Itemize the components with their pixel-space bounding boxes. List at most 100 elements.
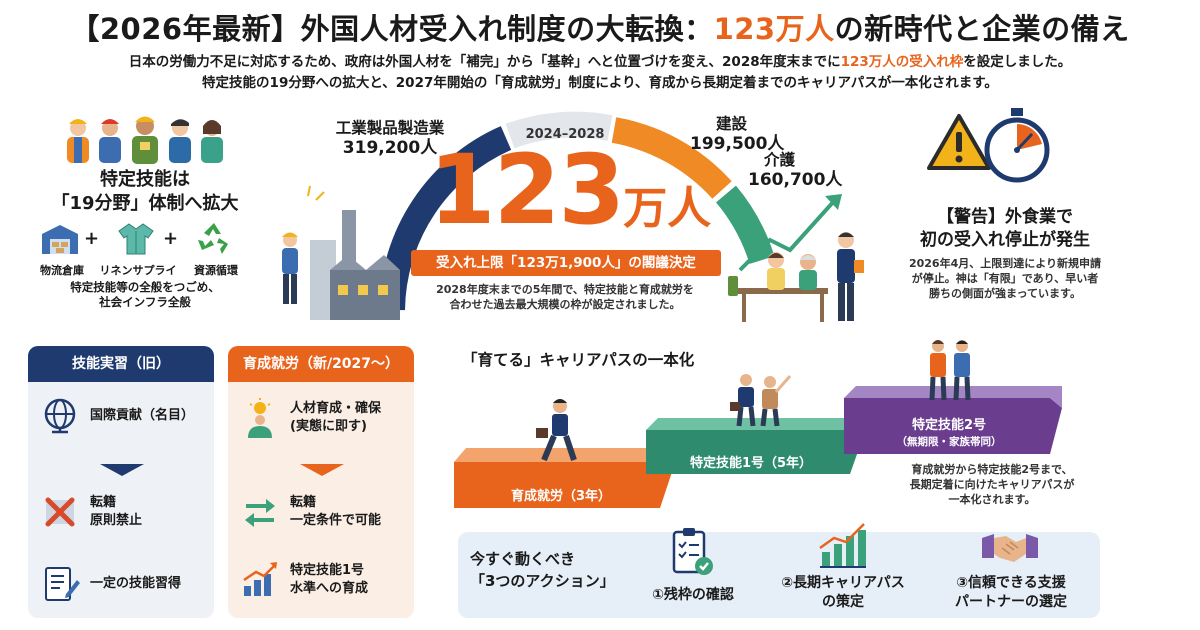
step-3-sub: （無期限・家族帯同） <box>896 436 1002 448</box>
page-title: 【2026年最新】外国人材受入れ制度の大転換：123万人の新時代と企業の備え <box>0 6 1200 48</box>
left-top-title: 特定技能は 「19分野」体制へ拡大 <box>20 168 270 216</box>
family-figures <box>929 340 971 401</box>
quota-note-line2: 合わせた過去最大規模の枠が設定されました。 <box>449 298 681 311</box>
step-2-label: 特定技能1号（5年） <box>689 456 813 471</box>
left-top-title-line1: 特定技能は <box>100 169 190 190</box>
new-item-1-label-line2: (実態に即す) <box>290 419 367 434</box>
new-item-3: 特定技能1号 水準への育成 <box>240 560 368 600</box>
intro-text: 日本の労働力不足に対応するため、政府は外国人材を「補完」から「基幹」へと位置づけ… <box>128 54 841 70</box>
new-item-3-label-line1: 特定技能1号 <box>290 563 365 578</box>
career-path-title: 「育てる」キャリアパスの一本化 <box>462 351 695 369</box>
intro-highlight: 123万人の受入れ枠 <box>840 54 964 70</box>
care-illustration <box>728 232 864 322</box>
foot-line2: 社会インフラ全般 <box>99 295 191 309</box>
walker-figure <box>536 399 577 462</box>
action-3-label-line1: ③信頼できる支援 <box>956 575 1066 591</box>
old-panel-arrow-1 <box>100 464 144 476</box>
action-1-label-line1: ①残枠の確認 <box>652 587 734 603</box>
step-block-1 <box>454 462 672 508</box>
old-item-2-label-line1: 転籍 <box>90 495 117 510</box>
sector-construction: 建設 199,500人 <box>690 114 800 154</box>
factory-illustration <box>282 185 400 320</box>
new-item-1: 人材育成・確保 (実態に即す) <box>240 398 381 438</box>
title-suffix: の新時代と企業の備え <box>834 12 1130 46</box>
arc-segment-construction <box>611 117 732 199</box>
old-panel-header: 技能実習（旧） <box>28 346 214 382</box>
period-label: 2024–2028 <box>525 127 605 142</box>
step-3-label: 特定技能2号 <box>911 418 987 433</box>
career-note-line3: 一本化されます。 <box>948 493 1036 506</box>
action-2-label: ②長期キャリアパス の策定 <box>768 574 918 612</box>
intro-line-1: 日本の労働力不足に対応するため、政府は外国人材を「補完」から「基幹」へと位置づけ… <box>0 50 1200 70</box>
no-transfer-icon <box>45 497 75 527</box>
transfer-arrows-icon <box>245 499 275 527</box>
old-item-3-label: 一定の技能習得 <box>90 576 182 591</box>
workers-illustration <box>67 116 223 164</box>
quota-note: 2028年度末までの5年間で、特定技能と育成就労を 合わせた過去最大規模の枠が設… <box>400 282 730 312</box>
foot-line1: 特定技能等の全般をつごめ、 <box>70 280 220 294</box>
cabinet-decision-banner: 受入れ上限「123万1,900人」の閣議決定 <box>411 250 721 276</box>
shirt-icon <box>118 223 154 255</box>
growth-chart-icon <box>243 562 277 596</box>
plus-sign-2: + <box>163 228 179 249</box>
document-pen-icon <box>45 567 80 601</box>
sector-manufacturing: 工業製品製造業 319,200人 <box>325 118 455 158</box>
icon-label-warehouse: 物流倉庫 <box>40 264 84 277</box>
warning-body-line2: が停止。神は「有限」であり、早い者 <box>911 272 1099 285</box>
sector-care-value: 160,700人 <box>748 170 843 190</box>
warning-body: 2026年4月、上限到達により新規申請 が停止。神は「有限」であり、早い者 勝ち… <box>880 256 1130 301</box>
recycle-icon <box>198 223 228 254</box>
warning-title: 【警告】外食業で 初の受入れ停止が発生 <box>880 206 1130 252</box>
new-item-2-label-line2: 一定条件で可能 <box>290 513 382 528</box>
warning-body-line1: 2026年4月、上限到達により新規申請 <box>908 257 1102 270</box>
sector-manufacturing-value: 319,200人 <box>342 138 438 158</box>
career-note-line1: 育成就労から特定技能2号まで、 <box>911 463 1073 476</box>
growth-arrow-line <box>738 198 837 272</box>
action-title-line1: 今すぐ動くべき <box>470 550 576 568</box>
action-title-line2: 「3つのアクション」 <box>470 572 615 590</box>
new-item-2: 転籍 一定条件で可能 <box>240 492 381 532</box>
old-system-panel: 技能実習（旧） 国際貢献（名目） 転籍 原則禁止 一定の技能習得 <box>28 346 214 618</box>
action-title: 今すぐ動くべき 「3つのアクション」 <box>470 548 615 592</box>
sector-construction-name: 建設 <box>716 115 748 133</box>
pair-figures <box>730 374 792 427</box>
step-block-2 <box>646 430 862 474</box>
left-top-footnote: 特定技能等の全般をつごめ、 社会インフラ全般 <box>20 280 270 310</box>
quota-note-line1: 2028年度末までの5年間で、特定技能と育成就労を <box>436 283 694 296</box>
total-quota-unit: 万人 <box>623 183 712 234</box>
warehouse-icon <box>42 225 78 254</box>
action-2-label-line2: の策定 <box>822 594 864 610</box>
old-item-2-label-line2: 原則禁止 <box>90 513 143 528</box>
arc-segment-period <box>505 111 613 149</box>
old-item-2: 転籍 原則禁止 <box>40 492 142 532</box>
career-note: 育成就労から特定技能2号まで、 長期定着に向けたキャリアパスが 一本化されます。 <box>872 462 1112 507</box>
sector-construction-value: 199,500人 <box>690 134 785 154</box>
warning-title-line2: 初の受入れ停止が発生 <box>920 230 1090 250</box>
action-3-label: ③信頼できる支援 パートナーの選定 <box>936 574 1086 612</box>
step-block-3 <box>844 398 1062 454</box>
warning-title-line1: 【警告】外食業で <box>937 207 1073 227</box>
intro-line-2: 特定技能の19分野への拡大と、2027年開始の「育成就労」制度により、育成から長… <box>202 75 998 91</box>
handshake-icon <box>982 534 1038 562</box>
old-item-1: 国際貢献（名目） <box>40 396 194 436</box>
title-highlight: 123万人 <box>713 12 835 46</box>
career-note-line2: 長期定着に向けたキャリアパスが <box>909 478 1075 491</box>
new-panel-arrow-1 <box>300 464 344 476</box>
sector-care-name: 介護 <box>764 151 796 169</box>
globe-icon <box>44 398 76 434</box>
checklist-icon <box>672 528 713 575</box>
icon-label-recycle: 資源循環 <box>194 264 238 277</box>
total-quota-number: 123 <box>428 134 625 246</box>
career-steps-graphic <box>454 374 1062 508</box>
new-item-1-label-line1: 人材育成・確保 <box>290 401 382 416</box>
sector-care: 介護 160,700人 <box>748 150 858 190</box>
step-1-label: 育成就労（3年） <box>510 489 612 504</box>
intro-text-end: を設定しました。 <box>963 54 1072 70</box>
warning-body-line3: 勝ちの側面が強まっています。 <box>929 287 1081 300</box>
left-top-title-line2: 「19分野」体制へ拡大 <box>51 193 239 214</box>
stopwatch-icon <box>984 108 1050 183</box>
person-idea-icon <box>248 398 272 438</box>
title-prefix: 【2026年最新】外国人材受入れ制度の大転換： <box>70 12 714 46</box>
warning-triangle-icon <box>927 114 991 170</box>
old-item-3: 一定の技能習得 <box>40 564 181 604</box>
